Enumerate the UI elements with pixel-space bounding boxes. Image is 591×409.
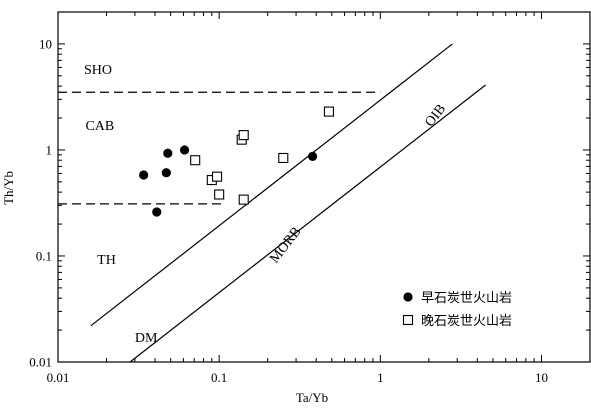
data-points [139, 106, 335, 217]
y-axis-title: Th/Yb [1, 171, 16, 205]
series-2-point-3 [211, 171, 223, 182]
x-tick-label: 10 [535, 370, 548, 385]
legend: 早石炭世火山岩 晚石炭世火山岩 [402, 291, 512, 329]
mantle-array-upper-line [90, 43, 453, 327]
series-2-point-7 [238, 194, 249, 205]
series-1-point-3 [163, 148, 173, 158]
series-2-point-9 [323, 106, 335, 117]
x-tick-label: 1 [377, 370, 384, 385]
region-labels: SHO CAB TH DM MORB OIB [84, 63, 449, 346]
region-label-morb: MORB [267, 225, 304, 267]
region-label-sho: SHO [84, 63, 112, 78]
y-tick-label: 0.01 [29, 355, 52, 370]
legend-marker-series-1 [403, 292, 413, 302]
series-1-point-6 [308, 151, 318, 161]
legend-label-series-1: 早石炭世火山岩 [421, 291, 512, 306]
series-1-point-4 [179, 145, 190, 155]
series-2-point-4 [214, 189, 225, 200]
axis-ticks: 0.01 0.1 1 10 0.01 0.1 1 10 [29, 12, 590, 385]
series-1-point-5 [152, 207, 162, 217]
mantle-array-lower-line [129, 84, 486, 363]
series-2-point-6 [238, 130, 249, 141]
reference-lines [58, 43, 486, 363]
region-label-oib: OIB [423, 102, 450, 130]
series-1-point-2 [161, 168, 171, 178]
plot-frame [57, 11, 591, 363]
x-tick-label: 0.01 [47, 370, 70, 385]
series-1-point-1 [139, 170, 149, 180]
series-2-point-8 [278, 152, 289, 164]
series-2-point-1 [190, 155, 201, 166]
legend-marker-series-2 [402, 314, 414, 326]
y-tick-label: 0.1 [36, 248, 52, 263]
y-tick-label: 1 [46, 142, 53, 157]
x-tick-label: 0.1 [211, 370, 227, 385]
legend-label-series-2: 晚石炭世火山岩 [421, 314, 512, 329]
region-label-th: TH [97, 253, 116, 268]
y-tick-label: 10 [39, 36, 52, 51]
region-label-dm: DM [135, 331, 158, 346]
x-axis-title: Ta/Yb [296, 390, 328, 405]
region-label-cab: CAB [85, 119, 114, 134]
